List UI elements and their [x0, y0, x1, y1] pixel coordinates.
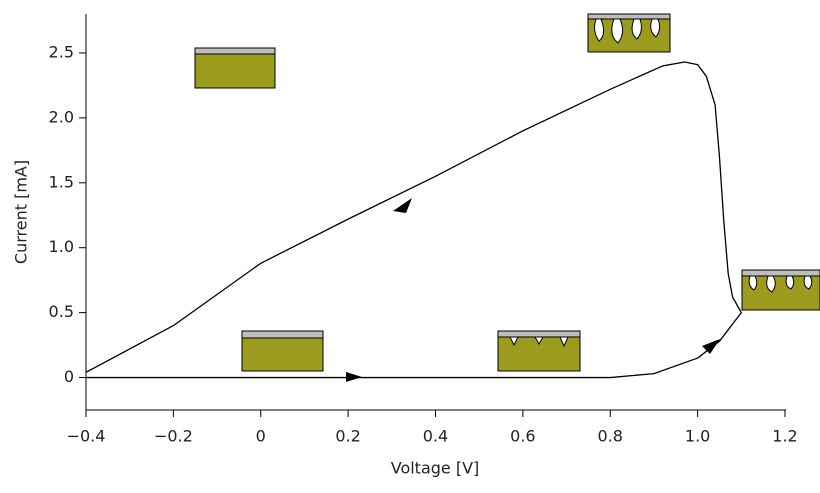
- y-tick-label: 1.5: [49, 172, 74, 191]
- y-tick-label: 0: [64, 367, 74, 386]
- x-tick-label: 0.2: [335, 427, 360, 446]
- inset-pits: [497, 330, 581, 372]
- y-tick-label: 1.0: [49, 237, 74, 256]
- x-tick-label: 1.2: [772, 427, 797, 446]
- y-tick-label: 2.0: [49, 107, 74, 126]
- y-axis-label: Current [mA]: [12, 160, 31, 264]
- y-tick-label: 2.5: [49, 42, 74, 61]
- inset-flat: [194, 47, 276, 89]
- inset-start: [241, 330, 324, 372]
- arrow-rise: [702, 339, 720, 354]
- y-tick-label: 0.5: [49, 302, 74, 321]
- data-line: [85, 61, 742, 379]
- arrow-forward: [346, 372, 362, 382]
- inset-porous: [587, 13, 671, 53]
- inset-pores: [741, 269, 820, 311]
- x-tick-label: −0.4: [67, 427, 106, 446]
- x-axis-label: Voltage [V]: [391, 459, 480, 478]
- arrow-return: [393, 198, 412, 213]
- x-tick-label: 0.4: [423, 427, 448, 446]
- x-tick-label: 0.6: [510, 427, 535, 446]
- plot-area: [85, 61, 742, 379]
- x-tick-label: 0: [256, 427, 266, 446]
- x-tick-label: −0.2: [154, 427, 193, 446]
- x-tick-label: 0.8: [598, 427, 623, 446]
- x-tick-label: 1.0: [685, 427, 710, 446]
